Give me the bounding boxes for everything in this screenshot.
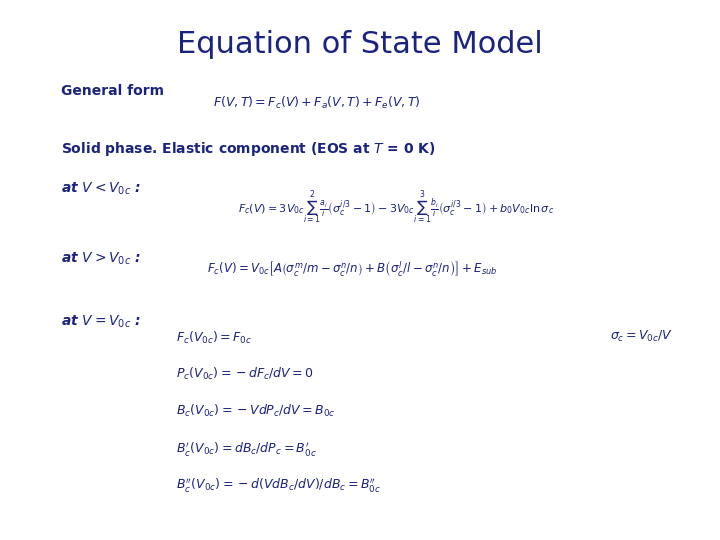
Text: $P_c(V_{0c}) = -dF_c/dV = 0$: $P_c(V_{0c}) = -dF_c/dV = 0$ xyxy=(176,366,314,382)
Text: at $V > V_{0c}$ :: at $V > V_{0c}$ : xyxy=(61,251,141,267)
Text: Solid phase. Elastic component (EOS at $T$ = 0 K): Solid phase. Elastic component (EOS at $… xyxy=(61,140,436,158)
Text: $F(V, T ) = F_c(V ) + F_a(V, T ) + F_e(V, T )$: $F(V, T ) = F_c(V ) + F_a(V, T ) + F_e(V… xyxy=(213,94,420,111)
Text: $B_c'(V_{0c}) = dB_c/dP_c = B_{0c}'$: $B_c'(V_{0c}) = dB_c/dP_c = B_{0c}'$ xyxy=(176,440,318,457)
Text: $F_c(V) = 3V_{0c}\sum_{i=1}^{2}\frac{a_i}{i}\left(\sigma_c^{i/3}-1\right) - 3V_{: $F_c(V) = 3V_{0c}\sum_{i=1}^{2}\frac{a_i… xyxy=(238,190,554,227)
Text: General form: General form xyxy=(61,84,164,98)
Text: Equation of State Model: Equation of State Model xyxy=(177,30,543,59)
Text: $B_c(V_{0c}) = -VdP_c/dV = B_{0c}$: $B_c(V_{0c}) = -VdP_c/dV = B_{0c}$ xyxy=(176,403,336,419)
Text: at $V = V_{0c}$ :: at $V = V_{0c}$ : xyxy=(61,313,141,329)
Text: at $V < V_{0c}$ :: at $V < V_{0c}$ : xyxy=(61,181,141,197)
Text: $B_c''(V_{0c}) = -d(VdB_c/dV)/dB_c = B_{0c}''$: $B_c''(V_{0c}) = -d(VdB_c/dV)/dB_c = B_{… xyxy=(176,476,382,494)
Text: $F_c(V_{0c}) = F_{0c}$: $F_c(V_{0c}) = F_{0c}$ xyxy=(176,329,253,346)
Text: $\sigma_c = V_{0c}/V$: $\sigma_c = V_{0c}/V$ xyxy=(610,329,673,345)
Text: $F_c(V) = V_{0c}\left[A\left(\sigma_c^m/m - \sigma_c^n/n\right) + B\left(\sigma_: $F_c(V) = V_{0c}\left[A\left(\sigma_c^m/… xyxy=(207,259,498,279)
